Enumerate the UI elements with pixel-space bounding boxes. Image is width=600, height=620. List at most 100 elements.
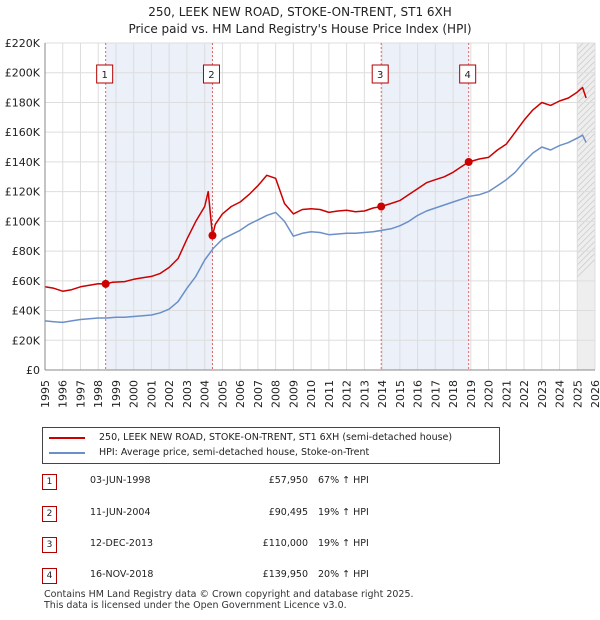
sale-hpi-change: 67% ↑ HPI (318, 475, 369, 486)
future-hatch-line (576, 72, 596, 92)
sale-marker-badge: 2 (42, 506, 57, 522)
future-hatch-line (576, 84, 596, 104)
x-tick-label: 2013 (358, 380, 371, 408)
x-tick-label: 1995 (39, 380, 52, 408)
future-hatch-line (576, 198, 596, 218)
future-hatch-line (576, 42, 584, 50)
x-tick-label: 2025 (571, 380, 584, 408)
future-hatch-line (576, 258, 596, 278)
future-hatch-line (576, 228, 596, 248)
future-hatch-line (576, 222, 596, 242)
sale-label-box (371, 64, 389, 84)
sale-label: 1 (101, 70, 107, 81)
footer-attribution: Contains HM Land Registry data © Crown c… (44, 589, 414, 611)
sale-label: 4 (464, 70, 470, 81)
future-hatch-line (576, 162, 596, 182)
x-tick-label: 2019 (465, 380, 478, 408)
legend-line-property (49, 437, 85, 439)
x-tick-label: 2014 (376, 380, 389, 408)
x-tick-label: 2021 (500, 380, 513, 408)
sale-label-box (459, 64, 477, 84)
sale-marker-badge: 4 (42, 568, 57, 584)
future-hatch-line (576, 90, 596, 110)
y-tick-label: £120K (5, 186, 41, 199)
sale-marker-badge: 3 (42, 537, 57, 553)
x-tick-label: 2007 (252, 380, 265, 408)
sale-date: 03-JUN-1998 (90, 475, 151, 486)
sale-point (208, 231, 217, 240)
future-hatch-line (576, 174, 596, 194)
x-tick-label: 2002 (163, 380, 176, 408)
future-hatch-line (576, 156, 596, 176)
sale-row: 4 16-NOV-2018 £139,950 20% ↑ HPI (42, 566, 462, 586)
future-hatch-line (576, 42, 590, 56)
future-hatch-line (576, 210, 596, 230)
y-tick-label: £40K (12, 305, 41, 318)
chart-legend: 250, LEEK NEW ROAD, STOKE-ON-TRENT, ST1 … (42, 427, 500, 464)
sale-marker-badge: 1 (42, 474, 57, 490)
x-tick-label: 2020 (483, 380, 496, 408)
series-line (44, 86, 587, 292)
x-tick-label: 2004 (199, 380, 212, 408)
x-tick-label: 2011 (323, 380, 336, 408)
future-hatch-line (576, 186, 596, 206)
future-hatch-line (576, 234, 596, 254)
future-hatch-line (576, 42, 596, 62)
sale-label-box (202, 64, 220, 84)
ownership-shade (381, 43, 469, 370)
sale-label: 2 (208, 70, 214, 81)
x-tick-label: 2018 (447, 380, 460, 408)
price-chart: £0 £20K £40K £60K £80K £100K £120K £140K £160K £1… (5, 37, 600, 408)
future-hatch-line (576, 126, 596, 146)
x-tick-label: 1997 (74, 380, 87, 408)
future-hatch-line (576, 246, 596, 266)
y-tick-label: £0 (26, 364, 40, 377)
future-hatch-line (576, 180, 596, 200)
future-hatch-line (576, 96, 596, 116)
x-tick-label: 2008 (270, 380, 283, 408)
sale-point (464, 157, 473, 166)
sale-date: 16-NOV-2018 (90, 569, 154, 580)
y-tick-label: £200K (5, 67, 41, 80)
future-shade (577, 43, 595, 370)
legend-label-property: 250, LEEK NEW ROAD, STOKE-ON-TRENT, ST1 … (99, 432, 453, 443)
sale-price: £90,495 (268, 507, 308, 518)
x-tick-label: 2017 (429, 380, 442, 408)
future-hatch-line (576, 66, 596, 86)
chart-subtitle: Price paid vs. HM Land Registry's House … (128, 22, 472, 36)
x-tick-label: 2015 (394, 380, 407, 408)
future-hatch-line (576, 114, 596, 134)
future-hatch-line (576, 150, 596, 170)
future-hatch-line (576, 168, 596, 188)
x-tick-label: 1996 (57, 380, 70, 408)
future-hatch-line (576, 108, 596, 128)
future-hatch-line (576, 144, 596, 164)
x-tick-label: 2009 (287, 380, 300, 408)
y-tick-label: £220K (5, 37, 41, 50)
sale-hpi-change: 20% ↑ HPI (318, 569, 369, 580)
sale-price: £110,000 (262, 538, 308, 549)
x-tick-label: 1998 (92, 380, 105, 408)
sale-price: £139,950 (262, 569, 308, 580)
y-tick-label: £100K (5, 215, 41, 228)
footer-line-2: This data is licensed under the Open Gov… (44, 600, 347, 611)
future-hatch-line (576, 78, 596, 98)
sale-row: 3 12-DEC-2013 £110,000 19% ↑ HPI (42, 535, 462, 555)
series-line (44, 134, 587, 324)
y-tick-label: £160K (5, 126, 41, 139)
ownership-shade (105, 43, 213, 370)
future-hatch-line (576, 138, 596, 158)
sale-point (101, 279, 110, 288)
sale-row: 2 11-JUN-2004 £90,495 19% ↑ HPI (42, 504, 462, 524)
x-tick-label: 2005 (216, 380, 229, 408)
sale-date: 12-DEC-2013 (90, 538, 154, 549)
y-tick-label: £140K (5, 156, 41, 169)
sale-point (377, 202, 386, 211)
future-hatch-line (576, 48, 596, 68)
x-tick-label: 2001 (145, 380, 158, 408)
sale-hpi-change: 19% ↑ HPI (318, 507, 369, 518)
future-hatch-line (576, 204, 596, 224)
x-tick-label: 2016 (412, 380, 425, 408)
x-tick-label: 2026 (589, 380, 600, 408)
future-hatch-line (576, 240, 596, 260)
